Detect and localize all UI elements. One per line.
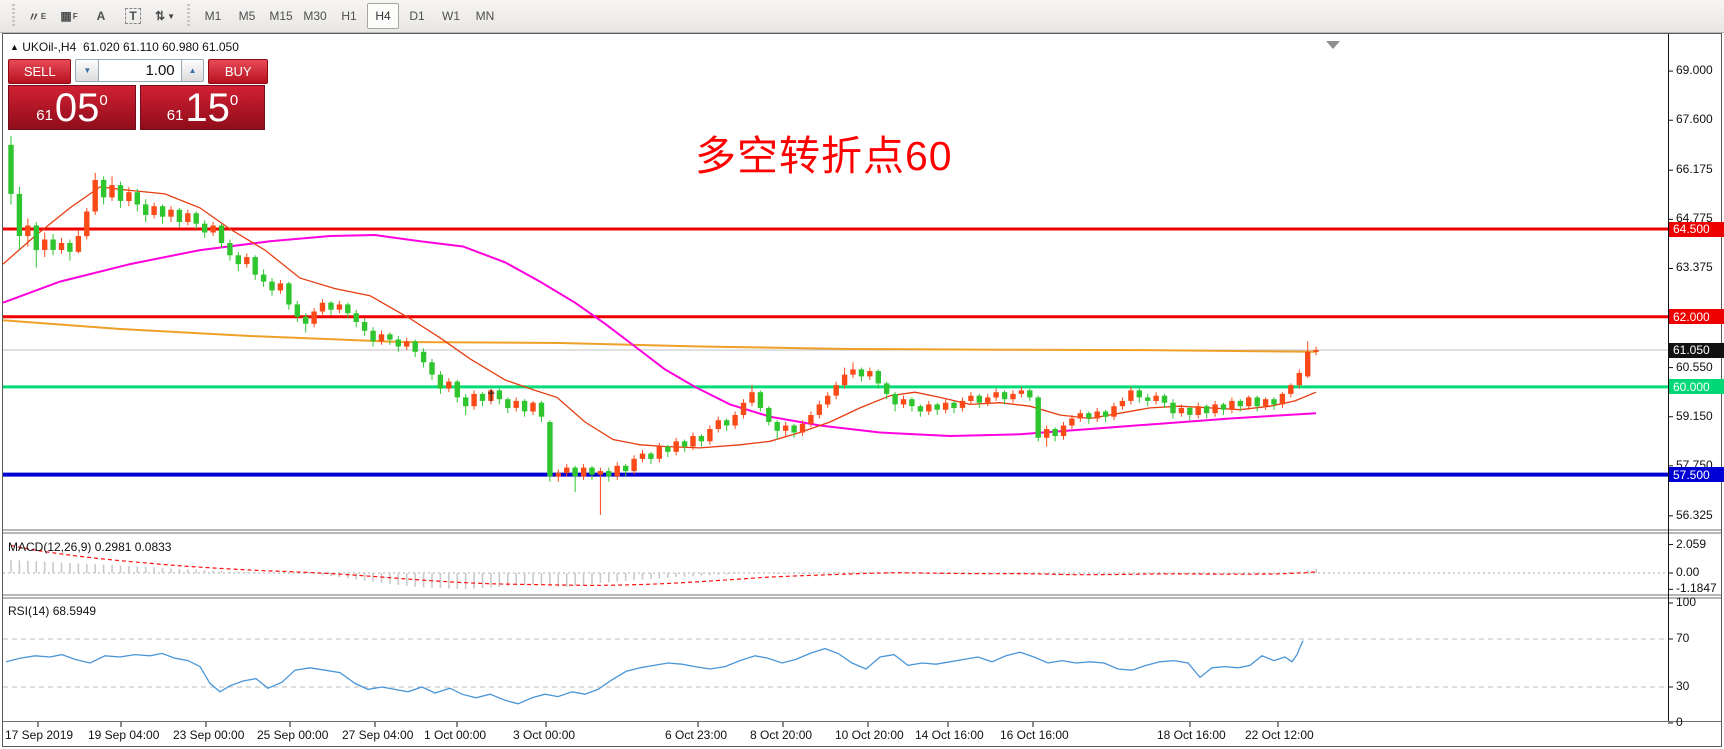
sell-price-prefix: 61 xyxy=(36,107,53,124)
rsi-scale-label: 30 xyxy=(1676,679,1690,693)
rsi-scale-label: 100 xyxy=(1676,595,1697,609)
price-tick-label: 56.325 xyxy=(1676,507,1713,522)
time-axis-label: 27 Sep 04:00 xyxy=(342,728,414,742)
macd-label: MACD(12,26,9) 0.2981 0.0833 xyxy=(8,540,171,554)
buy-price-sup: 0 xyxy=(229,92,239,109)
timeframe-button-d1[interactable]: D1 xyxy=(409,9,425,23)
macd-name: MACD(12,26,9) xyxy=(8,540,92,554)
dagger-marker: † xyxy=(487,388,496,405)
price-level-badge: 61.050 xyxy=(1669,342,1724,358)
toolbar-icon-group: 〃 E ▦ F A T xyxy=(21,3,149,29)
price-tiles: 61 05 0 61 15 0 xyxy=(8,85,268,130)
time-axis-label: 14 Oct 16:00 xyxy=(915,728,984,742)
toolbar-grip[interactable] xyxy=(10,4,17,28)
macd-scale-label: -1.1847 xyxy=(1676,581,1717,596)
time-axis-label: 16 Oct 16:00 xyxy=(1000,728,1069,742)
macd-scale-label: 0.00 xyxy=(1676,565,1700,579)
rsi-label: RSI(14) 68.5949 xyxy=(8,604,96,618)
rsi-name: RSI(14) xyxy=(8,604,50,618)
price-tick-label: 60.550 xyxy=(1676,359,1713,374)
time-axis-label: 3 Oct 00:00 xyxy=(513,728,576,742)
sell-price-big: 05 xyxy=(54,86,100,130)
price-level-badge: 57.500 xyxy=(1669,467,1724,483)
buy-price-big: 15 xyxy=(185,86,230,130)
symbol-header: ▲ UKOil-,H4 61.020 61.110 60.980 61.050 xyxy=(10,40,239,54)
buy-price-tile[interactable]: 61 15 0 xyxy=(140,85,265,130)
time-axis-label: 23 Sep 00:00 xyxy=(173,728,245,742)
chevron-up-icon: ▲ xyxy=(188,66,197,75)
sell-price-tile[interactable]: 61 05 0 xyxy=(8,85,136,130)
time-axis-label: 6 Oct 23:00 xyxy=(665,728,728,742)
chevron-down-icon: ▼ xyxy=(167,11,175,21)
ohlc-values: 61.020 61.110 60.980 61.050 xyxy=(82,40,239,54)
timeframe-button-h4[interactable]: H4 xyxy=(367,3,399,29)
time-axis-label: 18 Oct 16:00 xyxy=(1157,728,1226,742)
timeframe-group: M1 M5 M15 M30 H1 H4 D1 W1 MN xyxy=(196,3,502,29)
time-axis-label: 19 Sep 04:00 xyxy=(88,728,160,742)
time-axis-label: 17 Sep 2019 xyxy=(5,728,74,742)
time-axis-label: 8 Oct 20:00 xyxy=(750,728,813,742)
triangle-up-icon: ▲ xyxy=(10,42,19,52)
price-level-badge: 60.000 xyxy=(1669,379,1724,395)
sell-price-sup: 0 xyxy=(99,92,108,109)
timeframe-button-m15[interactable]: M15 xyxy=(269,9,293,23)
volume-input[interactable]: 1.00 xyxy=(99,59,181,82)
chevron-down-icon: ▼ xyxy=(83,66,92,75)
timeframe-button-m5[interactable]: M5 xyxy=(238,9,256,23)
rsi-value: 68.5949 xyxy=(52,604,97,618)
label-t-icon[interactable]: T xyxy=(118,3,148,29)
price-tick-label: 69.000 xyxy=(1676,63,1713,78)
timeframe-button-w1[interactable]: W1 xyxy=(442,9,460,23)
time-axis-label: 22 Oct 12:00 xyxy=(1245,728,1314,742)
trade-panel-row: SELL ▼ 1.00 ▲ BUY xyxy=(8,59,268,84)
timeframe-button-m1[interactable]: M1 xyxy=(204,9,222,23)
toolbar: 〃 E ▦ F A T ⇅ ▼ M1 M5 M15 M30 H1 H4 D1 W1 MN xyxy=(0,0,1724,33)
volume-increase-button[interactable]: ▲ xyxy=(180,59,205,82)
volume-decrease-button[interactable]: ▼ xyxy=(75,59,100,82)
price-tick-label: 67.600 xyxy=(1676,112,1713,127)
toolbar-grip[interactable] xyxy=(185,4,192,28)
sell-button[interactable]: SELL xyxy=(8,59,72,84)
buy-price-prefix: 61 xyxy=(166,107,184,124)
price-tick-label: 66.175 xyxy=(1676,162,1713,177)
time-axis-label: 10 Oct 20:00 xyxy=(835,728,904,742)
chart-window xyxy=(2,33,1722,747)
price-level-badge: 62.000 xyxy=(1669,309,1724,325)
time-axis-label: 1 Oct 00:00 xyxy=(424,728,487,742)
timeframe-button-h1[interactable]: H1 xyxy=(341,9,357,23)
timeframe-button-m30[interactable]: M30 xyxy=(303,9,327,23)
macd-scale-label: 2.059 xyxy=(1676,536,1707,551)
chart-shift-marker-icon[interactable] xyxy=(1326,41,1340,49)
time-axis-label: 25 Sep 00:00 xyxy=(257,728,329,742)
chart-annotation-text: 多空转折点60 xyxy=(695,133,953,179)
rsi-scale-label: 0 xyxy=(1676,715,1683,729)
price-tick-label: 63.375 xyxy=(1676,260,1713,275)
pattern-e-icon[interactable]: 〃 E xyxy=(27,9,47,24)
arrows-glyph: ⇅ xyxy=(155,9,166,23)
rsi-scale-label: 70 xyxy=(1676,631,1690,645)
symbol-name: UKOil-,H4 xyxy=(22,40,77,54)
grid-f-icon[interactable]: ▦ F xyxy=(60,9,78,23)
price-level-badge: 64.500 xyxy=(1669,221,1724,237)
buy-button[interactable]: BUY xyxy=(208,59,268,84)
trade-panel: SELL ▼ 1.00 ▲ BUY 61 05 0 61 15 0 xyxy=(8,59,268,130)
macd-values: 0.2981 0.0833 xyxy=(94,540,172,554)
text-a-icon[interactable]: A xyxy=(96,9,106,23)
timeframe-button-mn[interactable]: MN xyxy=(475,9,495,23)
price-tick-label: 59.150 xyxy=(1676,408,1713,423)
arrows-sort-icon[interactable]: ⇅ ▼ xyxy=(150,3,180,29)
